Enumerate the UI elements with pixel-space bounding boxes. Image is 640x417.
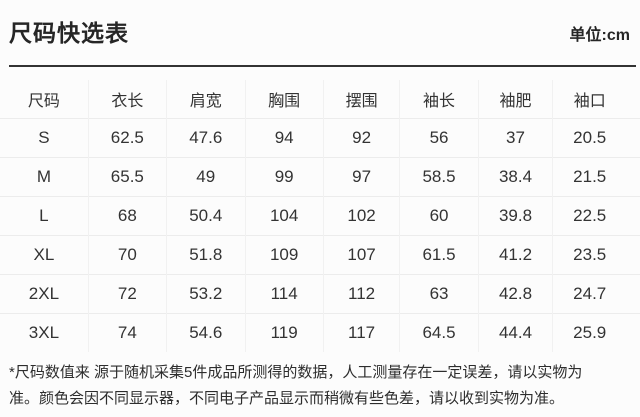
measurement-cell: 56 [399, 118, 479, 158]
size-label: S [38, 128, 50, 147]
measurement-cell: 51.8 [165, 235, 246, 275]
size-label: 3XL [28, 323, 60, 342]
measurement-cell: 97 [322, 157, 400, 197]
table-row-3xl: 3XL 74 54.6 119 117 64.5 44.4 25.9 [0, 313, 640, 352]
measurement-cell: 112 [322, 274, 400, 314]
measurement-cell: 23.5 [552, 235, 640, 275]
measurement-cell: 92 [322, 118, 400, 158]
measurement-cell: 94 [244, 118, 324, 158]
column-header-sleeve-length: 袖长 [399, 80, 479, 119]
column-header-sleeve-width: 袖肥 [477, 80, 553, 119]
table-row-s: S 62.5 47.6 94 92 56 37 20.5 [0, 118, 640, 158]
measurement-cell: 38.4 [477, 157, 553, 197]
measurement-cell: 119 [244, 313, 324, 352]
measurement-cell: 49 [165, 157, 246, 197]
measurement-cell: 99 [244, 157, 324, 197]
measurement-cell: 61.5 [399, 235, 479, 275]
measurement-cell: 54.6 [165, 313, 246, 352]
measurement-cell: 64.5 [399, 313, 479, 352]
measurement-cell: 24.7 [552, 274, 640, 314]
measurement-cell: 72 [87, 274, 167, 314]
title-divider [9, 65, 636, 67]
measurement-cell: 68 [87, 196, 167, 236]
table-row-2xl: 2XL 72 53.2 114 112 63 42.8 24.7 [0, 274, 640, 314]
measurement-cell: 50.4 [165, 196, 246, 236]
measurement-cell: 109 [244, 235, 324, 275]
measurement-cell: 62.5 [87, 118, 167, 158]
measurement-cell: 65.5 [87, 157, 167, 197]
table-header-row: 尺码 衣长 肩宽 胸围 摆围 袖长 袖肥 袖口 [0, 80, 640, 119]
measurement-cell: 47.6 [165, 118, 246, 158]
measurement-cell: 114 [244, 274, 324, 314]
page-title: 尺码快选表 [9, 20, 129, 46]
table-row-l: L 68 50.4 104 102 60 39.8 22.5 [0, 196, 640, 236]
measurement-cell: 53.2 [165, 274, 246, 314]
size-chart-header: 尺码快选表 单位:cm [0, 0, 640, 65]
measurement-cell: 44.4 [477, 313, 553, 352]
measurement-cell: 37 [477, 118, 553, 158]
measurement-cell: 102 [322, 196, 400, 236]
disclaimer-line-2: 准。颜色会因不同显示器，不同电子产品显示而稍微有些色差，请以收到实物为准。 [9, 390, 565, 407]
column-header-size: 尺码 [27, 93, 60, 110]
column-header-shoulder: 肩宽 [165, 80, 246, 119]
measurement-cell: 25.9 [552, 313, 640, 352]
measurement-cell: 107 [322, 235, 400, 275]
size-label: M [36, 167, 51, 186]
measurement-cell: 63 [399, 274, 479, 314]
table-row-xl: XL 70 51.8 109 107 61.5 41.2 23.5 [0, 235, 640, 275]
measurement-cell: 41.2 [477, 235, 553, 275]
measurement-cell: 70 [87, 235, 167, 275]
measurement-cell: 20.5 [552, 118, 640, 158]
size-label: L [39, 206, 49, 225]
measurement-cell: 21.5 [552, 157, 640, 197]
measurement-cell: 117 [322, 313, 400, 352]
measurement-cell: 42.8 [477, 274, 553, 314]
size-label: XL [33, 245, 55, 264]
measurement-cell: 22.5 [552, 196, 640, 236]
measurement-cell: 74 [87, 313, 167, 352]
table-row-m: M 65.5 49 99 97 58.5 38.4 21.5 [0, 157, 640, 197]
disclaimer-line-1: *尺码数值来 源于随机采集5件成品所测得的数据，人工测量存在一定误差，请以实物为 [9, 364, 583, 381]
column-header-cuff: 袖口 [552, 80, 640, 119]
size-table: 尺码 衣长 肩宽 胸围 摆围 袖长 袖肥 袖口 S 62.5 47.6 94 9… [0, 80, 640, 352]
measurement-cell: 60 [399, 196, 479, 236]
disclaimer-note: *尺码数值来 源于随机采集5件成品所测得的数据，人工测量存在一定误差，请以实物为… [9, 360, 632, 412]
size-label: 2XL [28, 284, 60, 303]
measurement-cell: 58.5 [399, 157, 479, 197]
measurement-cell: 104 [244, 196, 324, 236]
column-header-hem: 摆围 [322, 80, 400, 119]
measurement-cell: 39.8 [477, 196, 553, 236]
column-header-chest: 胸围 [244, 80, 324, 119]
unit-label: 单位:cm [569, 27, 630, 44]
column-header-length: 衣长 [87, 80, 167, 119]
